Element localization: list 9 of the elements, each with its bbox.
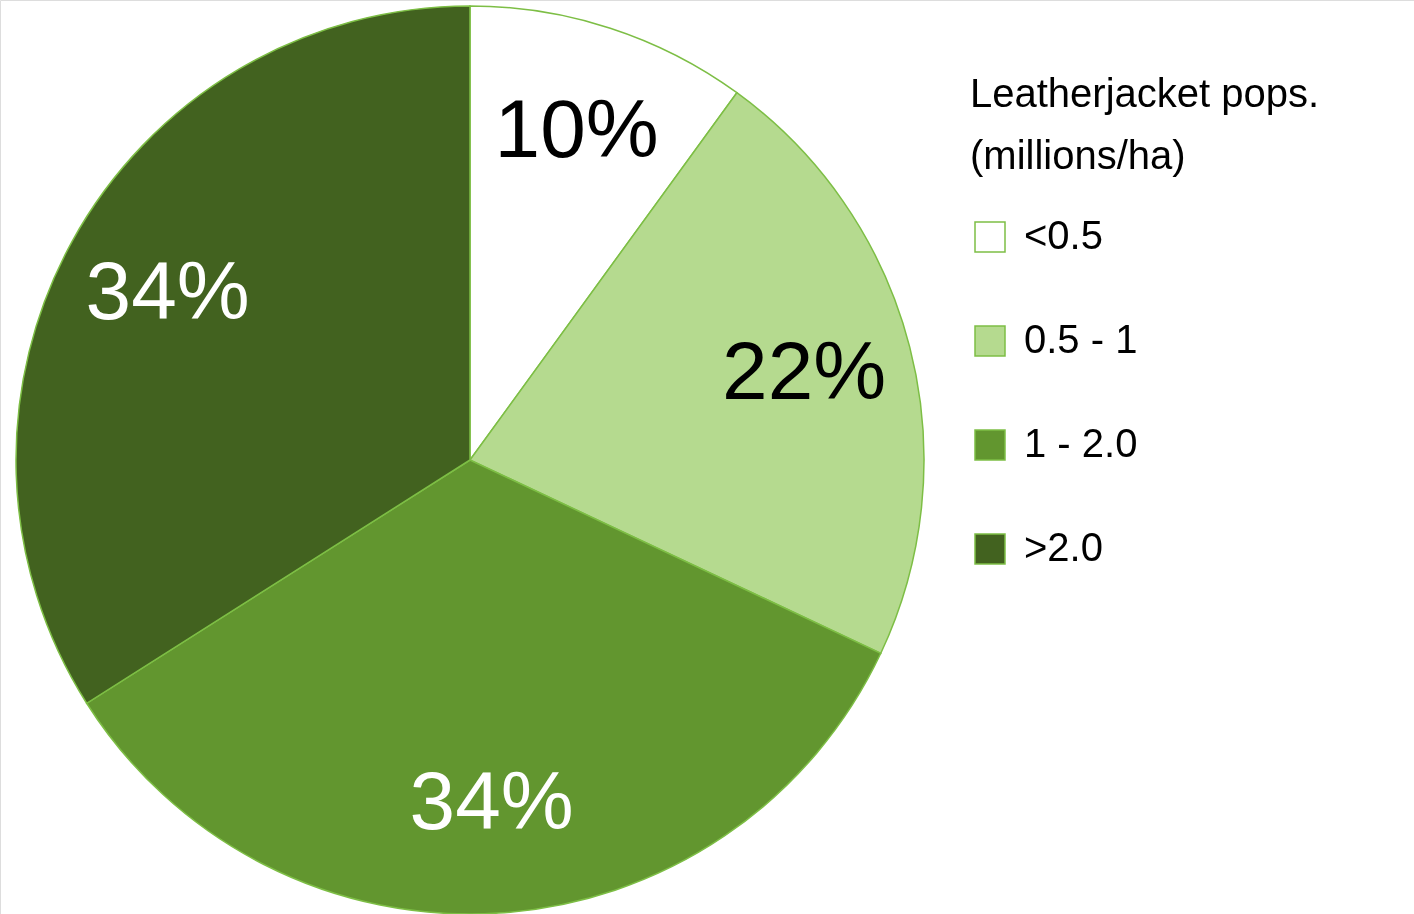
legend-label: <0.5 — [1024, 213, 1103, 257]
data-label: 34% — [85, 244, 250, 336]
data-label: 22% — [722, 325, 887, 417]
legend-title: Leatherjacket pops. (millions/ha) — [970, 71, 1320, 177]
legend-label: 1 - 2.0 — [1024, 421, 1138, 465]
data-label: 34% — [409, 755, 574, 847]
data-label: 10% — [494, 82, 659, 174]
legend-label: >2.0 — [1024, 525, 1103, 569]
legend-label: 0.5 - 1 — [1024, 317, 1138, 361]
